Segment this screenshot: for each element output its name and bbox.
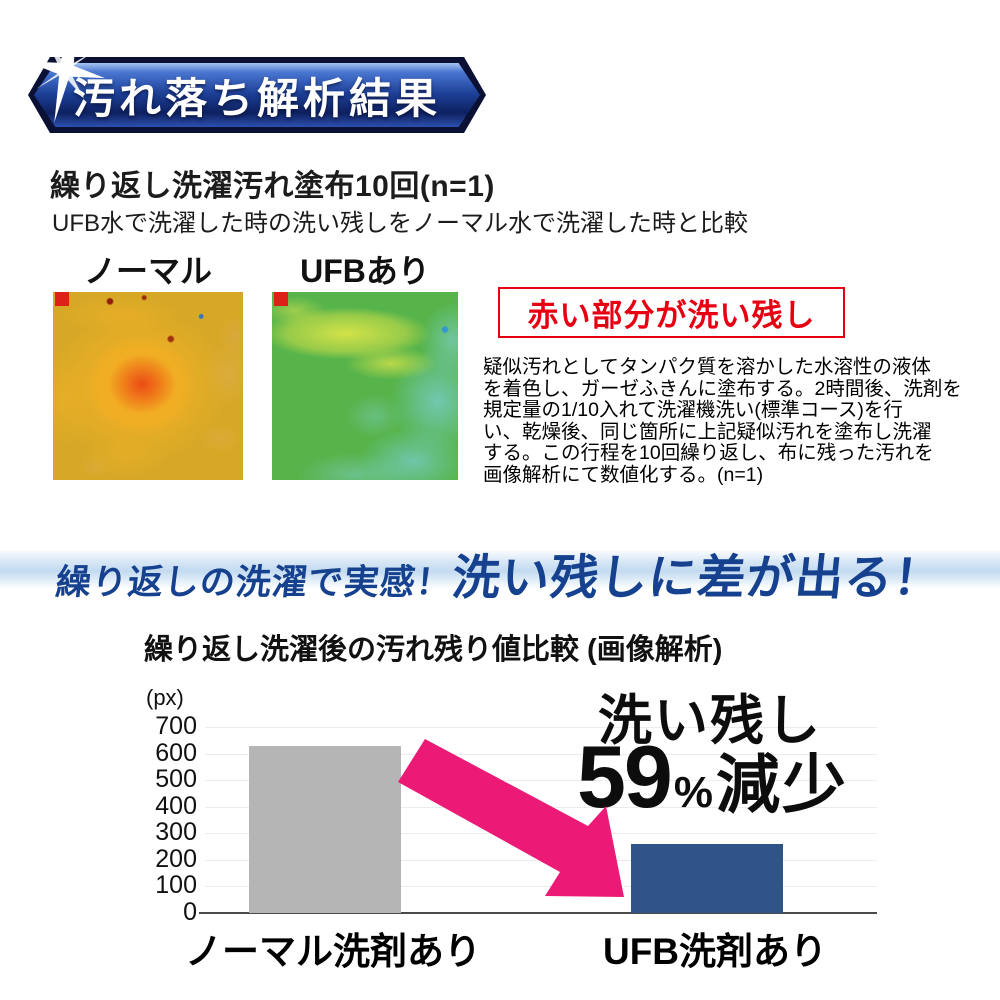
y-tick-label: 400 xyxy=(155,791,197,820)
y-tick-label: 700 xyxy=(155,712,197,740)
y-tick-label: 0 xyxy=(183,898,197,926)
banner-background xyxy=(34,63,480,127)
y-tick-label: 100 xyxy=(155,871,197,900)
tagline-large-text: 洗い残しに差が出る！ xyxy=(449,552,946,605)
page-title: 繰り返し洗濯汚れ塗布10回(n=1) xyxy=(50,170,495,203)
chart-title: 繰り返し洗濯後の汚れ残り値比較 (画像解析) xyxy=(144,634,723,666)
red-marker-icon xyxy=(55,292,69,306)
annotation-word: 減少 xyxy=(716,749,848,821)
heatmap-label-ufb: UFBあり xyxy=(300,253,430,289)
gridline xyxy=(205,859,877,861)
residue-note-box: 赤い部分が洗い残し xyxy=(498,287,845,338)
y-tick-label: 600 xyxy=(155,738,197,767)
red-marker-icon xyxy=(274,292,288,306)
x-category-label: ノーマル洗剤あり xyxy=(185,931,481,972)
tagline-small-text: 繰り返しの洗濯で実感！ xyxy=(53,563,455,602)
tagline: 繰り返しの洗濯で実感！ 洗い残しに差が出る！ xyxy=(0,538,1000,608)
gridline xyxy=(205,833,877,835)
heatmap-normal-image xyxy=(53,292,243,480)
bar-ufb xyxy=(631,844,783,913)
x-category-label: UFB洗剤あり xyxy=(602,931,828,972)
annotation-number: 59 xyxy=(576,727,673,826)
annotation-percent-sign: % xyxy=(673,768,713,817)
tagline-band xyxy=(0,549,1000,589)
y-tick-label: 300 xyxy=(155,818,197,847)
y-tick-label: 200 xyxy=(155,844,197,873)
heatmap-ufb-image xyxy=(272,292,458,480)
page-subtitle: UFB水で洗濯した時の洗い残しをノーマル水で洗濯した時と比較 xyxy=(52,210,748,237)
x-axis-line xyxy=(199,912,877,914)
y-axis-unit-label: (px) xyxy=(146,685,184,710)
banner-title: 汚れ落ち解析結果 xyxy=(72,74,441,122)
y-tick-label: 500 xyxy=(155,765,197,794)
annotation-value: 59 % 減少 xyxy=(560,726,865,828)
heatmap-label-normal: ノーマル xyxy=(83,253,212,289)
method-description: 疑似汚れとしてタンパク質を溶かした水溶性の液体 を着色し、ガーゼふきんに塗布する… xyxy=(483,356,962,486)
bar-normal xyxy=(249,745,401,913)
annotation-headline: 洗い残し xyxy=(598,691,822,751)
header-banner: 汚れ落ち解析結果 xyxy=(28,57,486,133)
gridline xyxy=(205,886,877,888)
